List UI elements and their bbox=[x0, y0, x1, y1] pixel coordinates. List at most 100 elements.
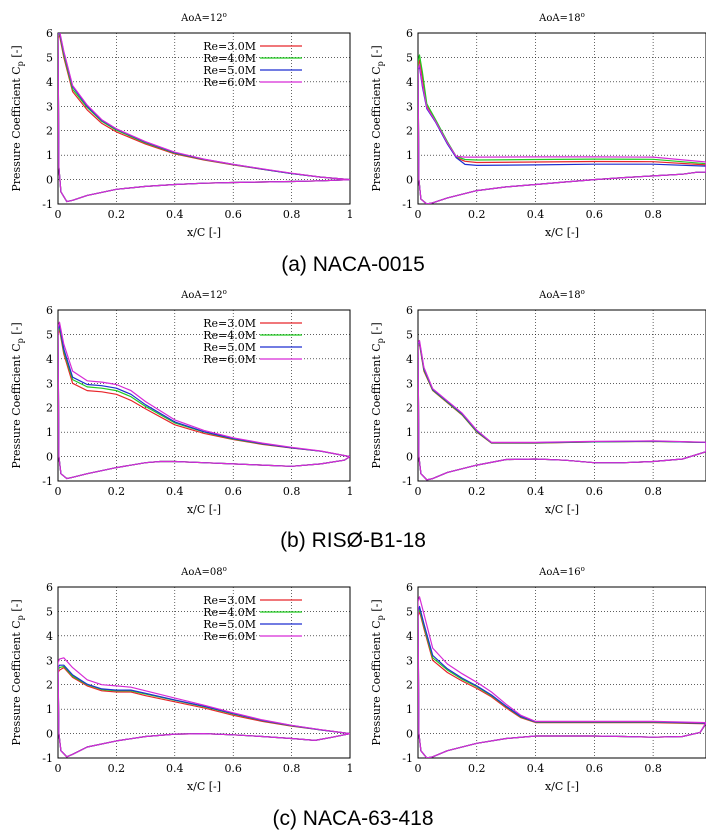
x-tick-label: 0 bbox=[55, 485, 62, 498]
plot-frame bbox=[417, 32, 706, 205]
panel-title: AoA=08o bbox=[180, 565, 227, 578]
y-tick-label: -1 bbox=[42, 475, 53, 488]
y-tick-label: 6 bbox=[406, 304, 413, 317]
legend-label: Re=4.0M bbox=[203, 606, 256, 619]
y-tick-label: 0 bbox=[406, 451, 413, 464]
y-tick-label: -1 bbox=[402, 752, 413, 765]
series-line bbox=[418, 341, 706, 481]
panel-title: AoA=18o bbox=[538, 11, 585, 24]
x-tick-label: 1 bbox=[347, 485, 354, 498]
x-tick-label: 0 bbox=[55, 762, 62, 775]
legend-label: Re=4.0M bbox=[203, 329, 256, 342]
x-tick-label: 0.2 bbox=[468, 762, 486, 775]
y-tick-label: 1 bbox=[406, 703, 413, 716]
x-tick-label: 0 bbox=[415, 762, 422, 775]
y-tick-label: 4 bbox=[46, 353, 53, 366]
y-tick-label: 2 bbox=[406, 679, 413, 692]
x-tick-label: 0.4 bbox=[527, 762, 545, 775]
panel-title: AoA=16o bbox=[538, 565, 585, 578]
y-tick-label: 4 bbox=[46, 76, 53, 89]
y-tick-label: 4 bbox=[406, 630, 413, 643]
y-tick-label: 0 bbox=[46, 451, 53, 464]
x-axis-label: x/C [-] bbox=[545, 503, 579, 516]
y-tick-label: 1 bbox=[406, 426, 413, 439]
y-tick-label: 6 bbox=[46, 27, 53, 40]
legend-label: Re=5.0M bbox=[203, 64, 256, 77]
y-tick-label: 0 bbox=[46, 728, 53, 741]
y-tick-label: 1 bbox=[46, 703, 53, 716]
legend-label: Re=4.0M bbox=[203, 52, 256, 65]
y-tick-label: -1 bbox=[42, 198, 53, 211]
y-tick-label: 5 bbox=[46, 328, 53, 341]
legend-label: Re=6.0M bbox=[203, 353, 256, 366]
x-tick-label: 0.8 bbox=[283, 208, 301, 221]
y-tick-label: 0 bbox=[406, 174, 413, 187]
series-line bbox=[418, 605, 706, 758]
y-tick-label: 5 bbox=[406, 605, 413, 618]
x-tick-label: 0.6 bbox=[224, 762, 242, 775]
x-tick-label: 0.4 bbox=[166, 762, 184, 775]
y-tick-label: 5 bbox=[406, 51, 413, 64]
legend-label: Re=3.0M bbox=[203, 594, 256, 607]
x-tick-label: 0.2 bbox=[108, 485, 126, 498]
x-tick-label: 0.6 bbox=[586, 485, 604, 498]
y-tick-label: 4 bbox=[406, 353, 413, 366]
series-line bbox=[58, 33, 350, 203]
y-tick-label: 5 bbox=[46, 51, 53, 64]
y-tick-label: -1 bbox=[402, 198, 413, 211]
y-tick-label: 3 bbox=[406, 100, 413, 113]
legend-label: Re=5.0M bbox=[203, 341, 256, 354]
x-tick-label: 0.8 bbox=[283, 762, 301, 775]
y-tick-label: 0 bbox=[406, 728, 413, 741]
series-line bbox=[58, 664, 350, 758]
x-tick-label: 0.4 bbox=[166, 485, 184, 498]
x-tick-label: 0.8 bbox=[644, 208, 662, 221]
y-tick-label: 2 bbox=[46, 402, 53, 415]
x-tick-label: 0.4 bbox=[527, 485, 545, 498]
series-line bbox=[418, 66, 706, 204]
series-line bbox=[58, 321, 350, 480]
y-axis-label: Pressure Coefficient Cp [-] bbox=[370, 322, 385, 468]
x-tick-label: 0.2 bbox=[468, 208, 486, 221]
x-tick-label: 0.8 bbox=[644, 485, 662, 498]
plot-frame bbox=[417, 309, 706, 482]
legend-label: Re=3.0M bbox=[203, 317, 256, 330]
caption-riso-b1-18: (b) RISØ-B1-18 bbox=[280, 529, 426, 552]
series-line bbox=[58, 665, 350, 758]
y-tick-label: 6 bbox=[406, 581, 413, 594]
x-tick-label: 1 bbox=[347, 208, 354, 221]
x-tick-label: 0.2 bbox=[108, 762, 126, 775]
panel-title: AoA=12o bbox=[180, 288, 227, 301]
y-axis-label: Pressure Coefficient Cp [-] bbox=[10, 322, 25, 468]
y-tick-label: 1 bbox=[406, 149, 413, 162]
x-tick-label: 0.4 bbox=[527, 208, 545, 221]
panel-title: AoA=12o bbox=[180, 11, 227, 24]
x-tick-label: 0.6 bbox=[586, 208, 604, 221]
series-line bbox=[418, 342, 706, 481]
y-tick-label: 6 bbox=[406, 27, 413, 40]
y-tick-label: -1 bbox=[402, 475, 413, 488]
x-tick-label: 0.6 bbox=[224, 485, 242, 498]
x-axis-label: x/C [-] bbox=[545, 226, 579, 239]
y-tick-label: 1 bbox=[46, 426, 53, 439]
y-axis-label: Pressure Coefficient Cp [-] bbox=[10, 599, 25, 745]
y-tick-label: -1 bbox=[42, 752, 53, 765]
y-tick-label: 2 bbox=[46, 679, 53, 692]
x-axis-label: x/C [-] bbox=[187, 503, 221, 516]
y-tick-label: 2 bbox=[46, 125, 53, 138]
y-axis-label: Pressure Coefficient Cp [-] bbox=[370, 599, 385, 745]
y-tick-label: 2 bbox=[406, 402, 413, 415]
series-line bbox=[418, 64, 706, 204]
y-tick-label: 2 bbox=[406, 125, 413, 138]
y-tick-label: 6 bbox=[46, 304, 53, 317]
y-tick-label: 3 bbox=[406, 377, 413, 390]
x-axis-label: x/C [-] bbox=[545, 780, 579, 793]
legend-label: Re=5.0M bbox=[203, 618, 256, 631]
x-tick-label: 0.4 bbox=[166, 208, 184, 221]
